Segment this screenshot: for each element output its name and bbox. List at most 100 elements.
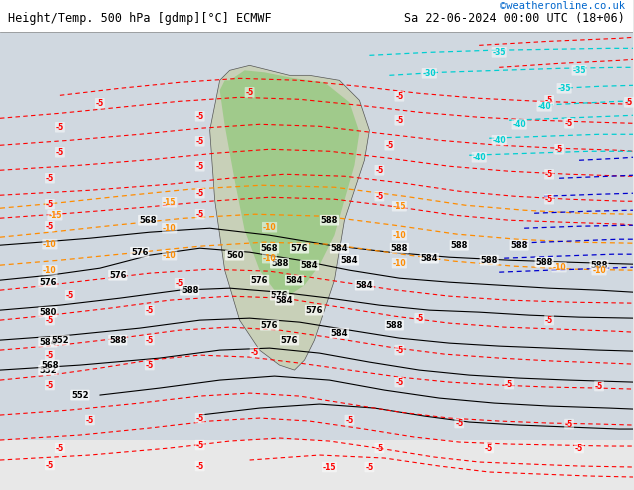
Text: 584: 584 [340, 256, 358, 265]
Text: -10: -10 [43, 266, 56, 275]
Text: ©weatheronline.co.uk: ©weatheronline.co.uk [500, 1, 625, 11]
Text: 576: 576 [109, 270, 127, 280]
Text: -5: -5 [46, 221, 54, 231]
Text: -5: -5 [505, 380, 514, 389]
Text: -5: -5 [485, 443, 493, 453]
Text: -5: -5 [46, 200, 54, 209]
Text: -10: -10 [392, 231, 406, 240]
Text: 584: 584 [301, 261, 318, 270]
Text: -5: -5 [195, 441, 204, 449]
Text: -30: -30 [422, 69, 436, 78]
Polygon shape [219, 71, 359, 295]
Text: -5: -5 [545, 195, 553, 204]
Text: -5: -5 [56, 123, 64, 132]
Text: 568: 568 [261, 244, 278, 253]
Text: -40: -40 [472, 153, 486, 162]
Text: -15: -15 [392, 202, 406, 211]
Text: 588: 588 [391, 244, 408, 253]
Text: -5: -5 [565, 119, 573, 128]
Text: -10: -10 [592, 266, 606, 275]
Text: -5: -5 [545, 316, 553, 325]
Text: 552: 552 [51, 336, 68, 344]
Text: -5: -5 [375, 443, 384, 453]
Text: -15: -15 [163, 198, 176, 207]
Text: -5: -5 [146, 306, 154, 315]
Text: -5: -5 [245, 88, 254, 97]
Text: -5: -5 [575, 443, 583, 453]
Text: 552: 552 [71, 391, 89, 399]
Text: -35: -35 [557, 84, 571, 93]
Text: -5: -5 [195, 162, 204, 171]
Text: -10: -10 [163, 224, 176, 233]
Text: 576: 576 [271, 291, 288, 300]
Text: -5: -5 [56, 148, 64, 157]
FancyBboxPatch shape [0, 30, 633, 440]
Text: -5: -5 [195, 189, 204, 198]
Text: -15: -15 [323, 463, 336, 471]
Text: 584: 584 [331, 244, 348, 253]
Text: 576: 576 [251, 276, 268, 285]
Text: 584: 584 [276, 295, 294, 305]
Text: Sa 22-06-2024 00:00 UTC (18+06): Sa 22-06-2024 00:00 UTC (18+06) [404, 12, 625, 25]
Text: -15: -15 [48, 211, 61, 220]
Text: -5: -5 [395, 345, 403, 355]
Text: -10: -10 [552, 263, 566, 271]
Text: 584: 584 [39, 338, 56, 346]
Text: -5: -5 [195, 210, 204, 219]
Text: -10: -10 [262, 254, 276, 263]
Text: 576: 576 [39, 278, 56, 287]
Text: 588: 588 [321, 216, 338, 225]
Text: 588: 588 [510, 241, 528, 250]
Text: -5: -5 [375, 192, 384, 201]
Text: -5: -5 [46, 351, 54, 360]
Text: -5: -5 [385, 141, 394, 150]
Text: -5: -5 [415, 314, 424, 322]
Text: 568: 568 [41, 361, 59, 369]
FancyBboxPatch shape [0, 0, 633, 32]
Text: -5: -5 [195, 112, 204, 121]
Text: -40: -40 [512, 120, 526, 129]
Text: -5: -5 [46, 316, 54, 325]
Text: -5: -5 [146, 336, 154, 344]
Text: -5: -5 [545, 96, 553, 105]
Text: -5: -5 [365, 463, 373, 471]
Text: 576: 576 [291, 244, 308, 253]
Text: -5: -5 [96, 99, 104, 108]
Text: -40: -40 [493, 136, 506, 145]
Text: -5: -5 [555, 145, 563, 154]
Text: -5: -5 [176, 279, 184, 288]
Text: -35: -35 [573, 66, 586, 75]
Text: 584: 584 [286, 276, 303, 285]
Text: -5: -5 [250, 347, 259, 357]
Text: -5: -5 [195, 462, 204, 470]
FancyBboxPatch shape [0, 30, 633, 440]
Text: 588: 588 [109, 336, 127, 344]
Text: -5: -5 [86, 416, 94, 424]
Text: -5: -5 [595, 382, 603, 391]
Text: 576: 576 [281, 336, 298, 344]
Text: -10: -10 [392, 259, 406, 268]
Text: -40: -40 [537, 102, 551, 111]
Text: 588: 588 [181, 286, 198, 294]
Text: 588: 588 [271, 259, 288, 268]
Text: 588: 588 [385, 320, 403, 330]
Text: -10: -10 [262, 222, 276, 232]
Text: -5: -5 [46, 381, 54, 390]
Text: 560: 560 [226, 251, 243, 260]
Text: 576: 576 [131, 247, 148, 257]
Polygon shape [210, 65, 370, 370]
Text: -5: -5 [395, 116, 403, 125]
Text: 580: 580 [39, 308, 56, 317]
Text: -10: -10 [163, 251, 176, 260]
Text: -5: -5 [66, 291, 74, 300]
Text: -5: -5 [375, 166, 384, 175]
Text: -5: -5 [395, 378, 403, 387]
Text: -10: -10 [43, 240, 56, 249]
Text: 584: 584 [331, 329, 348, 338]
Text: -5: -5 [46, 174, 54, 183]
Text: -5: -5 [455, 418, 463, 428]
Text: 588: 588 [451, 241, 468, 250]
Text: -5: -5 [625, 98, 633, 107]
Text: 588: 588 [536, 258, 553, 267]
Text: 588: 588 [481, 256, 498, 265]
